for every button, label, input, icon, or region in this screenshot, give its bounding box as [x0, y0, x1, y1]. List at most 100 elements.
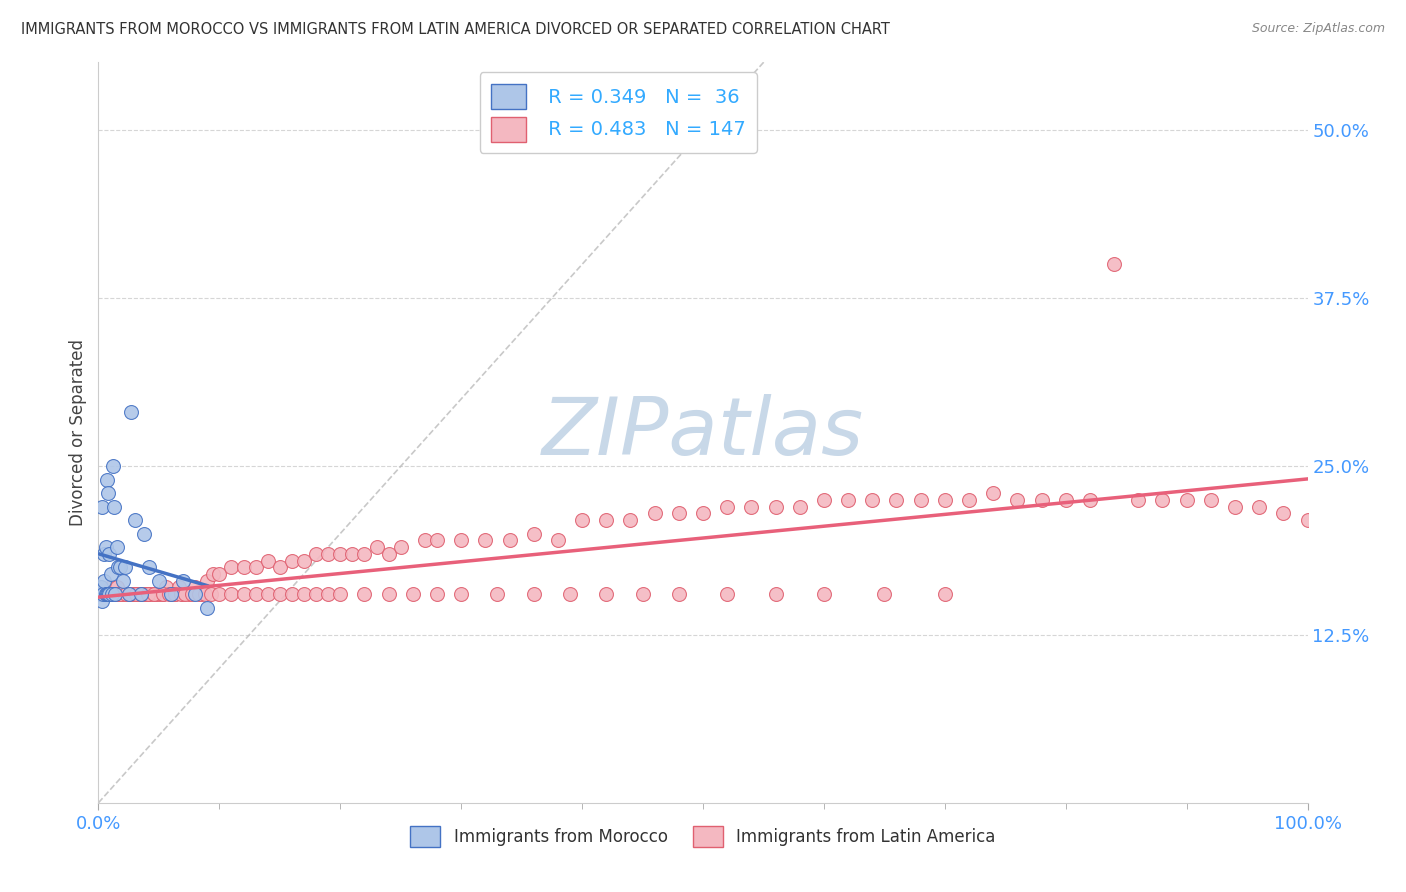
- Point: [90, 587, 112, 601]
- Point: [292, 587, 315, 601]
- Point: [668, 507, 690, 521]
- Point: [498, 533, 520, 548]
- Point: [91, 587, 114, 601]
- Point: [1078, 492, 1101, 507]
- Point: [179, 587, 201, 601]
- Point: [118, 587, 141, 601]
- Point: [101, 587, 124, 601]
- Point: [873, 587, 896, 601]
- Point: [174, 587, 197, 601]
- Point: [91, 594, 114, 608]
- Point: [1102, 257, 1125, 271]
- Point: [110, 587, 132, 601]
- Point: [245, 587, 267, 601]
- Point: [305, 587, 328, 601]
- Point: [316, 587, 339, 601]
- Point: [97, 587, 120, 601]
- Point: [97, 486, 120, 500]
- Point: [1054, 492, 1077, 507]
- Point: [353, 587, 375, 601]
- Point: [256, 587, 278, 601]
- Point: [131, 587, 153, 601]
- Point: [366, 540, 388, 554]
- Point: [202, 566, 225, 581]
- Point: [118, 587, 141, 601]
- Point: [377, 547, 399, 561]
- Point: [127, 587, 149, 601]
- Point: [97, 587, 120, 601]
- Point: [101, 587, 124, 601]
- Point: [128, 587, 150, 601]
- Point: [595, 587, 617, 601]
- Point: [353, 547, 375, 561]
- Point: [692, 507, 714, 521]
- Point: [111, 574, 134, 588]
- Point: [96, 587, 118, 601]
- Point: [221, 560, 243, 574]
- Point: [595, 513, 617, 527]
- Point: [765, 587, 787, 601]
- Point: [169, 581, 191, 595]
- Point: [103, 587, 125, 601]
- Point: [486, 587, 509, 601]
- Point: [143, 587, 166, 601]
- Point: [256, 553, 278, 567]
- Point: [208, 587, 231, 601]
- Point: [316, 547, 339, 561]
- Point: [619, 513, 641, 527]
- Point: [120, 405, 142, 419]
- Point: [910, 492, 932, 507]
- Point: [194, 587, 217, 601]
- Point: [138, 587, 160, 601]
- Point: [155, 581, 177, 595]
- Point: [631, 587, 654, 601]
- Point: [558, 587, 581, 601]
- Point: [121, 587, 143, 601]
- Point: [111, 587, 134, 601]
- Point: [740, 500, 762, 514]
- Point: [105, 581, 128, 595]
- Point: [108, 587, 131, 601]
- Point: [125, 587, 148, 601]
- Point: [94, 587, 117, 601]
- Point: [837, 492, 859, 507]
- Point: [1031, 492, 1053, 507]
- Point: [148, 574, 170, 588]
- Point: [1007, 492, 1029, 507]
- Point: [172, 574, 194, 588]
- Point: [163, 587, 186, 601]
- Point: [450, 587, 472, 601]
- Point: [117, 587, 139, 601]
- Point: [1272, 507, 1295, 521]
- Point: [138, 560, 160, 574]
- Point: [474, 533, 496, 548]
- Point: [169, 587, 191, 601]
- Text: IMMIGRANTS FROM MOROCCO VS IMMIGRANTS FROM LATIN AMERICA DIVORCED OR SEPARATED C: IMMIGRANTS FROM MOROCCO VS IMMIGRANTS FR…: [21, 22, 890, 37]
- Point: [329, 547, 352, 561]
- Point: [426, 587, 449, 601]
- Point: [118, 587, 141, 601]
- Point: [934, 492, 956, 507]
- Point: [134, 587, 156, 601]
- Point: [232, 587, 254, 601]
- Point: [103, 500, 125, 514]
- Point: [523, 587, 546, 601]
- Point: [195, 574, 218, 588]
- Point: [860, 492, 883, 507]
- Legend: Immigrants from Morocco, Immigrants from Latin America: Immigrants from Morocco, Immigrants from…: [404, 819, 1002, 854]
- Point: [269, 587, 291, 601]
- Point: [886, 492, 908, 507]
- Point: [957, 492, 980, 507]
- Text: ZIPatlas: ZIPatlas: [541, 393, 865, 472]
- Point: [160, 587, 183, 601]
- Point: [269, 560, 291, 574]
- Point: [571, 513, 593, 527]
- Point: [100, 587, 122, 601]
- Point: [98, 587, 121, 601]
- Point: [716, 500, 738, 514]
- Point: [426, 533, 449, 548]
- Point: [1249, 500, 1271, 514]
- Point: [94, 540, 117, 554]
- Point: [789, 500, 811, 514]
- Point: [93, 574, 115, 588]
